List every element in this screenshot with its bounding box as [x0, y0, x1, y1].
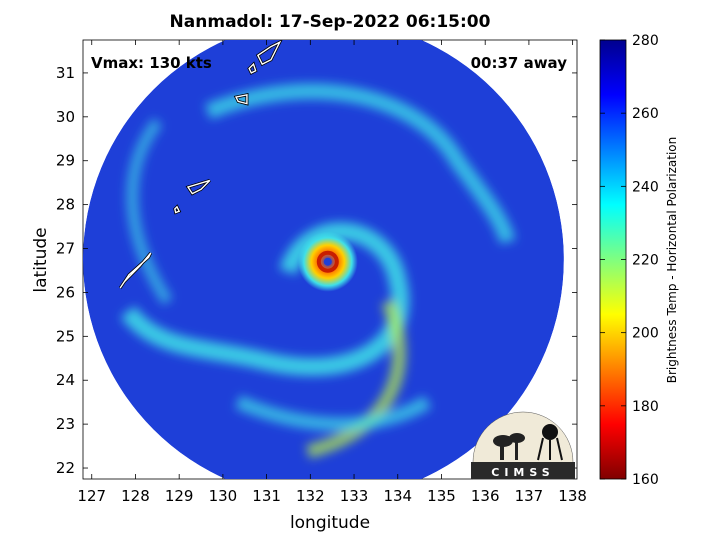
x-tick-label: 134	[383, 487, 412, 505]
warm-rainband	[306, 298, 407, 459]
y-tick-label: 28	[56, 196, 75, 214]
cimss-logo: CIMSS	[471, 411, 575, 480]
colorbar-tick-label: 260	[632, 106, 659, 122]
y-tick-label: 26	[56, 283, 75, 301]
colorbar-tick-label: 220	[632, 253, 659, 269]
x-tick-label: 130	[209, 487, 238, 505]
outer-rainband-north	[204, 83, 516, 244]
inner-rainband	[120, 222, 410, 376]
y-tick-label: 22	[56, 459, 75, 477]
storm-eye	[323, 257, 332, 266]
okinawa-outline	[119, 252, 152, 289]
colorbar-tick-label: 200	[632, 326, 659, 342]
y-tick-label: 25	[56, 327, 75, 345]
outer-rainband-south	[235, 395, 432, 432]
colorbar-tick-label: 160	[632, 472, 659, 488]
y-tick-label: 23	[56, 415, 75, 433]
x-axis-label: longitude	[290, 513, 370, 533]
time-offset-annotation: 00:37 away	[471, 54, 568, 72]
x-tick-label: 129	[165, 487, 194, 505]
chart-title: Nanmadol: 17-Sep-2022 06:15:00	[169, 12, 491, 32]
x-tick-label: 132	[296, 487, 325, 505]
y-tick-label: 27	[56, 240, 75, 258]
microwave-scan-disk	[83, 40, 564, 479]
kyushu-outline	[256, 40, 282, 66]
y-axis-label: latitude	[31, 227, 51, 292]
coastline	[118, 40, 283, 289]
x-tick-label: 136	[471, 487, 500, 505]
y-tick-label: 30	[56, 108, 75, 126]
eyewall-ring	[316, 250, 339, 273]
x-tick-label: 133	[340, 487, 369, 505]
vmax-annotation: Vmax: 130 kts	[91, 54, 212, 72]
y-axis: 22 23 24 25 26 27 28 29 30 31	[56, 64, 577, 477]
x-tick-label: 138	[558, 487, 587, 505]
colorbar-tick-label: 180	[632, 399, 659, 415]
outer-rainband-west	[126, 117, 173, 306]
logo-text: CIMSS	[491, 466, 554, 479]
yakushima-outline	[234, 94, 248, 105]
x-tick-label: 127	[77, 487, 106, 505]
colorbar-tick-label: 280	[632, 33, 659, 49]
x-tick-label: 135	[427, 487, 456, 505]
x-axis: 127 128 129 130 131 132 133 134 135 136 137 138	[77, 40, 587, 505]
amami-outline	[186, 179, 211, 195]
y-tick-label: 24	[56, 371, 75, 389]
rainband-group	[120, 83, 516, 459]
tokunoshima-outline	[174, 205, 181, 214]
tanegashima-outline	[248, 62, 257, 74]
colorbar-label: Brightness Temp - Horizontal Polarizatio…	[665, 137, 679, 384]
y-tick-label: 29	[56, 152, 75, 170]
colorbar-tick-label: 240	[632, 179, 659, 195]
y-tick-label: 31	[56, 64, 75, 82]
x-tick-label: 128	[121, 487, 150, 505]
colorbar-ticks: 280 260 240 220 200 180 160	[600, 33, 659, 488]
x-tick-label: 131	[252, 487, 281, 505]
x-tick-label: 137	[515, 487, 544, 505]
